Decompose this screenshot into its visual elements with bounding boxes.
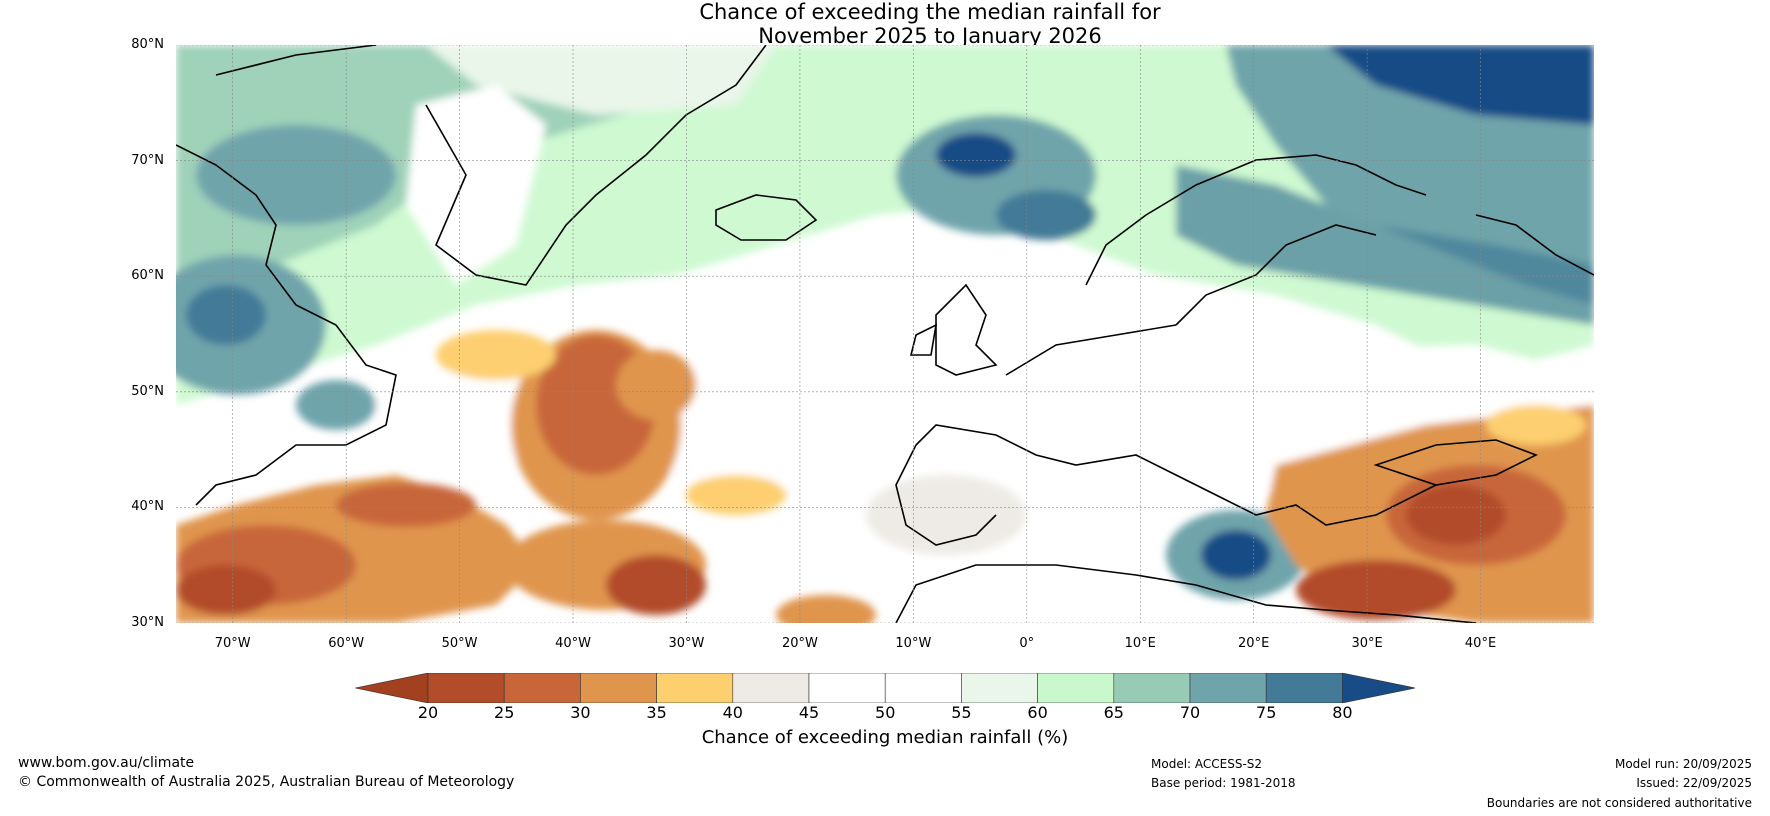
lon-tick-label: 20°W <box>781 636 818 651</box>
lon-tick-label: 70°W <box>214 636 251 651</box>
probability-field <box>176 45 1594 623</box>
lon-tick-label: 40°W <box>555 636 591 651</box>
colorbar-segment <box>961 673 1038 703</box>
boundaries-disclaimer: Boundaries are not considered authoritat… <box>1486 796 1752 810</box>
lat-tick-label: 60°N <box>131 268 164 284</box>
colorbar-tick-label: 70 <box>1179 703 1201 722</box>
colorbar-tick-label: 55 <box>951 703 972 722</box>
colorbar-extend-high <box>1342 673 1415 703</box>
colorbar-segment <box>1113 673 1191 703</box>
colorbar-segment <box>1265 673 1343 703</box>
lat-tick-label: 30°N <box>131 615 164 630</box>
lat-tick-label: 80°N <box>131 37 164 52</box>
colorbar <box>355 673 1415 703</box>
colorbar-segment <box>732 673 810 703</box>
colorbar-tick-label: 25 <box>494 703 515 722</box>
gridlines <box>176 45 1594 623</box>
colorbar-segment <box>427 673 505 703</box>
rainfall-probability-map <box>176 45 1594 623</box>
colorbar-segment <box>808 673 886 703</box>
lon-tick-label: 60°W <box>328 636 365 651</box>
lon-tick-label: 30°W <box>668 636 705 651</box>
colorbar-tick-label: 20 <box>417 703 439 722</box>
colorbar-segment <box>1189 673 1267 703</box>
copyright-text: © Commonwealth of Australia 2025, Austra… <box>18 774 515 790</box>
chart-title: Chance of exceeding the median rainfall … <box>0 0 1770 48</box>
colorbar-segment <box>656 673 734 703</box>
colorbar-tick-label: 30 <box>570 703 591 722</box>
model-run: Model run: 20/09/2025 <box>1614 757 1752 771</box>
lon-tick-label: 30°E <box>1351 636 1383 651</box>
colorbar-tick-label: 45 <box>798 703 820 722</box>
colorbar-tick-label: 75 <box>1256 703 1277 722</box>
base-period: Base period: 1981-2018 <box>1151 776 1296 790</box>
colorbar-label: Chance of exceeding median rainfall (%) <box>701 727 1069 748</box>
title-line-2: November 2025 to January 2026 <box>758 24 1102 48</box>
lon-tick-label: 0° <box>1019 636 1035 651</box>
lat-tick-label: 70°N <box>131 152 164 168</box>
lon-tick-label: 10°W <box>895 636 932 651</box>
issued-date: Issued: 22/09/2025 <box>1636 776 1752 790</box>
title-line-1: Chance of exceeding the median rainfall … <box>699 0 1161 24</box>
model-name: Model: ACCESS-S2 <box>1151 757 1263 771</box>
colorbar-extend-low <box>355 673 429 703</box>
lat-tick-label: 50°N <box>131 383 164 399</box>
website-link[interactable]: www.bom.gov.au/climate <box>18 755 195 771</box>
colorbar-segment <box>503 673 581 703</box>
colorbar-tick-label: 80 <box>1332 703 1353 722</box>
colorbar-tick-label: 60 <box>1027 703 1048 722</box>
map-canvas <box>176 45 1594 623</box>
colorbar-segment <box>1037 673 1115 703</box>
lon-tick-label: 10°E <box>1124 636 1156 651</box>
colorbar-tick-label: 50 <box>875 703 896 722</box>
colorbar-tick-label: 40 <box>722 703 743 722</box>
colorbar-segment <box>580 673 657 703</box>
lat-tick-label: 40°N <box>131 499 164 515</box>
colorbar-tick-label: 65 <box>1103 703 1124 722</box>
coastlines <box>176 45 1594 623</box>
colorbar-tick-label: 35 <box>646 703 667 722</box>
lon-tick-label: 40°E <box>1464 636 1497 651</box>
colorbar-segment <box>884 673 962 703</box>
lon-tick-label: 50°W <box>441 636 478 651</box>
lon-tick-label: 20°E <box>1238 636 1270 651</box>
